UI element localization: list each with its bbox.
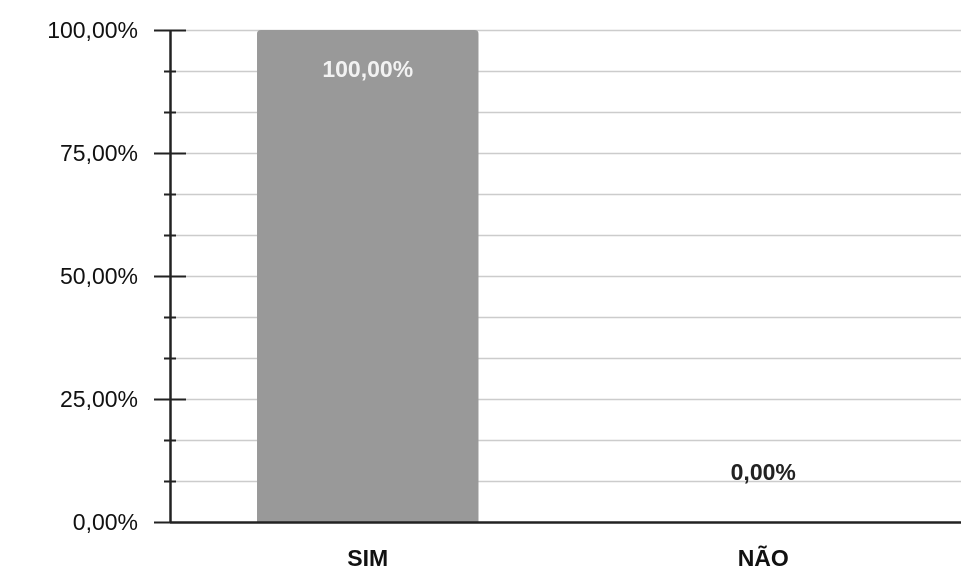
y-tick-label: 50,00% (60, 263, 138, 289)
y-tick-label: 0,00% (73, 509, 138, 535)
bars (257, 30, 479, 522)
y-tick-label: 25,00% (60, 386, 138, 412)
y-tick-label: 100,00% (47, 17, 138, 43)
x-category-label: SIM (347, 545, 388, 569)
labels: 0,00% 25,00% 50,00% 75,00% 100,00% 100,00% SIM… (47, 17, 796, 569)
y-tick-label: 75,00% (60, 140, 138, 166)
x-category-label: NÃO (738, 544, 789, 569)
axes (154, 29, 961, 524)
data-label: 100,00% (322, 56, 413, 82)
data-label: 0,00% (731, 459, 796, 485)
bar-sim (257, 30, 479, 522)
